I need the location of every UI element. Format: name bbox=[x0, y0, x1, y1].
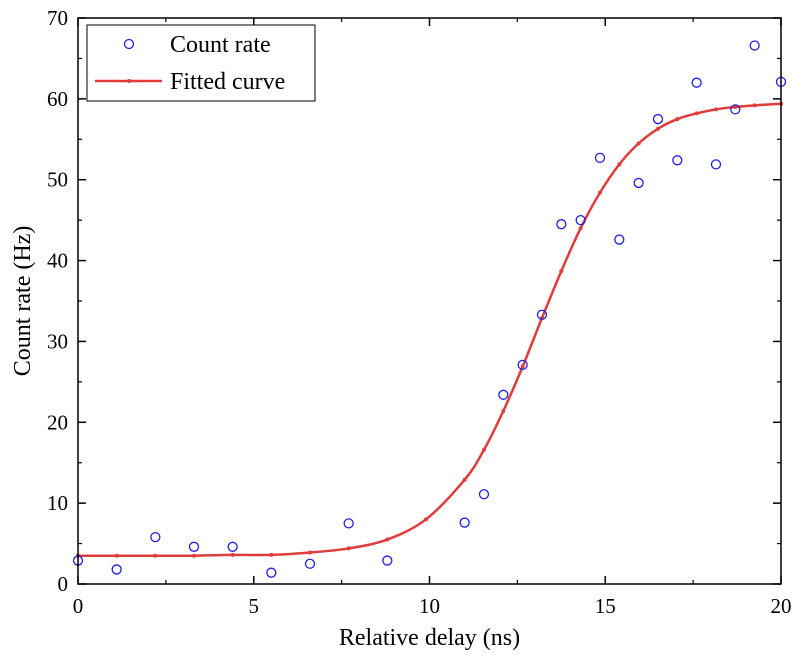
fitted-curve-point bbox=[501, 408, 506, 413]
count-rate-point bbox=[227, 541, 238, 552]
count-rate-point bbox=[459, 517, 470, 528]
fitted-curve-point bbox=[559, 269, 564, 274]
fitted-curve-point bbox=[269, 552, 274, 557]
y-axis-title: Count rate (Hz) bbox=[10, 226, 36, 377]
y-axis: 0 10 20 30 40 50 60 70 bbox=[47, 6, 781, 596]
count-rate-point bbox=[382, 555, 393, 566]
fitted-curve-point bbox=[191, 553, 196, 558]
count-rate-point bbox=[478, 489, 490, 500]
fitted-curve-point bbox=[694, 111, 699, 116]
legend-label-count-rate: Count rate bbox=[170, 32, 271, 58]
fitted-curve-point bbox=[423, 517, 428, 522]
x-tick-label: 5 bbox=[249, 594, 260, 618]
count-rate-point bbox=[536, 309, 548, 320]
fitted-curve-point bbox=[713, 107, 718, 112]
plot-area bbox=[78, 18, 781, 584]
count-rate-point bbox=[266, 567, 277, 578]
x-axis-title: Relative delay (ns) bbox=[339, 625, 520, 651]
count-rate-point bbox=[188, 541, 200, 552]
count-rate-point bbox=[594, 152, 606, 164]
fitted-curve-point bbox=[307, 550, 312, 555]
count-rate-point bbox=[633, 177, 644, 189]
fitted-curve-point bbox=[636, 141, 641, 146]
count-rate-point bbox=[498, 389, 509, 400]
fitted-curve-point bbox=[675, 117, 680, 122]
x-axis: 0 5 10 15 20 bbox=[73, 18, 792, 618]
legend-marker-count-rate bbox=[123, 38, 135, 50]
legend-marker-fitted-curve bbox=[127, 79, 131, 83]
count-rate-point bbox=[749, 40, 760, 51]
y-tick-label: 10 bbox=[47, 491, 68, 515]
y-tick-label: 70 bbox=[47, 6, 68, 30]
count-rate-point bbox=[556, 219, 567, 230]
x-tick-label: 10 bbox=[419, 594, 440, 618]
count-rate-point bbox=[672, 155, 683, 166]
x-tick-label: 20 bbox=[771, 594, 792, 618]
y-tick-label: 60 bbox=[47, 87, 68, 111]
fitted-curve-point bbox=[617, 162, 622, 167]
count-rate-point bbox=[111, 564, 122, 575]
y-tick-label: 0 bbox=[58, 572, 69, 596]
count-rate-point bbox=[614, 234, 625, 245]
fitted-curve-point bbox=[578, 226, 583, 231]
fitted-curve-point bbox=[230, 552, 235, 557]
fitted-curve-point bbox=[462, 477, 467, 482]
count-rate-point bbox=[730, 104, 741, 115]
y-tick-label: 50 bbox=[47, 168, 68, 192]
fitted-curve-point bbox=[385, 537, 390, 542]
fitted-curve-point bbox=[520, 364, 525, 369]
count-rate-point bbox=[150, 531, 161, 543]
count-rate-point bbox=[304, 558, 316, 569]
count-rate-point bbox=[343, 518, 354, 529]
fitted-curve-point bbox=[597, 190, 602, 195]
fitted-curve-point bbox=[114, 553, 119, 558]
count-rate-point bbox=[652, 113, 664, 125]
y-tick-label: 30 bbox=[47, 329, 68, 353]
count-rate-point bbox=[691, 77, 702, 88]
x-tick-label: 0 bbox=[73, 594, 84, 618]
y-tick-label: 40 bbox=[47, 249, 68, 273]
fitted-curve-point bbox=[346, 546, 351, 551]
x-tick-label: 15 bbox=[595, 594, 616, 618]
fitted-curve-point bbox=[153, 553, 158, 558]
fitted-curve-layer bbox=[76, 101, 783, 558]
fitted-curve-point bbox=[481, 447, 486, 452]
count-rate-point bbox=[575, 214, 586, 226]
legend-box bbox=[86, 24, 316, 102]
legend: Count rate Fitted curve bbox=[86, 24, 316, 102]
legend-label-fitted-curve: Fitted curve bbox=[170, 69, 285, 95]
fitted-curve-point bbox=[655, 126, 660, 131]
count-rate-point bbox=[710, 159, 722, 170]
fitted-curve-point bbox=[752, 103, 757, 108]
fitted-curve-point bbox=[733, 104, 738, 109]
count-rate-point bbox=[517, 359, 528, 371]
y-tick-label: 20 bbox=[47, 410, 68, 434]
